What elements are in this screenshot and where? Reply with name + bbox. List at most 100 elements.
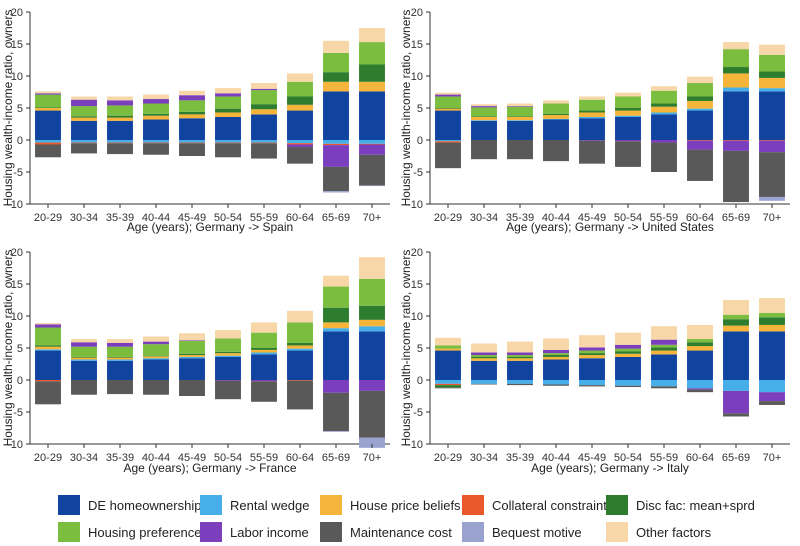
bar-segment-labor [687,388,713,390]
bar-segment-disc [651,103,677,107]
bar-segment-hpb [251,109,277,115]
legend-item-maint: Maintenance cost [320,522,452,542]
bar-segment-rental [71,359,97,361]
bar-segment-hpb [35,108,61,111]
bar-segment-housing [543,103,569,114]
bar-segment-housing [35,327,61,346]
bar-segment-labor [323,380,349,393]
x-axis-title: Age (years); Germany -> Italy [531,461,689,475]
bar-segment-other [723,42,749,50]
bar-segment-bequest [359,437,385,448]
bar-segment-hpb [359,319,385,327]
bar-segment-rental [179,140,205,143]
bar-segment-maint [651,142,677,172]
y-axis-title: Housing wealth-income ratio, owners [399,10,413,207]
bar-segment-rental [215,140,241,143]
x-tick-label: 35-39 [506,212,534,224]
x-tick-label: 20-29 [34,452,62,464]
bar-segment-maint [107,380,133,395]
bar-segment-labor [471,106,497,108]
bar-segment-other [287,310,313,323]
y-tick-label: 15 [411,279,423,291]
bar-segment-rental [759,88,785,92]
y-tick-label: 10 [411,311,423,323]
bar-segment-maint [215,380,241,400]
x-tick-label: 50-54 [214,452,242,464]
bar-segment-rental [35,140,61,143]
bar-segment-disc [687,342,713,347]
bar-segment-other [435,92,461,95]
bar-segment-de_home [251,354,277,380]
bar-segment-labor [143,341,169,345]
legend-swatch [320,522,342,542]
bar-segment-de_home [651,354,677,380]
bar-segment-maint [615,385,641,388]
bar-segment-collat [35,380,61,382]
y-axis-title: Housing wealth-income ratio, owners [1,250,15,447]
bar-segment-other [543,100,569,104]
x-tick-label: 60-64 [286,452,314,464]
bar-segment-hpb [71,117,97,121]
bar-segment-housing [615,96,641,108]
y-tick-label: -5 [413,167,423,179]
bar-segment-housing [143,344,169,356]
bar-segment-other [615,92,641,97]
legend-label: DE homeownership [88,498,201,513]
bar-segment-other [543,338,569,350]
bar-segment-disc [71,116,97,118]
bar-segment-disc [471,116,497,117]
bar-segment-disc [35,345,61,347]
bar-segment-disc [615,108,641,111]
bar-segment-labor [143,99,169,104]
bar-segment-collat [435,383,461,386]
bar-segment-rental [179,356,205,359]
x-tick-label: 50-54 [614,452,642,464]
legend-item-labor: Labor income [200,522,309,542]
y-tick-label: 20 [411,247,423,259]
bar-segment-hpb [471,116,497,121]
bar-segment-hpb [323,81,349,92]
bar-segment-de_home [323,91,349,140]
bar-segment-maint [143,143,169,155]
bar-segment-rental [435,380,461,384]
bar-segment-other [323,40,349,53]
bar-segment-labor [435,94,461,97]
bar-segment-de_home [179,118,205,140]
x-tick-label: 65-69 [722,212,750,224]
bar-segment-rental [471,120,497,121]
bar-segment-labor [651,339,677,345]
bar-segment-housing [323,52,349,73]
y-tick-label: 0 [417,135,423,147]
x-tick-label: 65-69 [322,452,350,464]
bar-segment-housing [107,346,133,357]
x-tick-label: 70+ [363,452,382,464]
y-tick-label: -10 [7,199,23,211]
bar-segment-hpb [179,355,205,357]
x-tick-label: 30-34 [470,212,498,224]
bar-segment-bequest [323,431,349,432]
chart-panel-1: -10 -5 0 5 10 15 20 20-29 30-34 35-39 40-44 45-49 50… [1,7,390,234]
bar-segment-other [471,104,497,107]
bar-segment-collat [687,140,713,141]
x-tick-label: 70+ [763,212,782,224]
bar-segment-disc [435,385,461,388]
bar-segment-other [215,330,241,339]
bar-segment-maint [759,401,785,405]
bar-segment-housing [215,338,241,352]
bar-segment-rental [287,348,313,351]
bar-segment-disc [543,355,569,357]
chart-panel-3: -10 -5 0 5 10 15 20 20-29 30-34 35-39 40-44 45-49 50… [1,247,390,475]
bar-segment-housing [71,106,97,117]
bar-segment-collat [759,140,785,141]
x-tick-label: 45-49 [578,452,606,464]
chart-panel-2: -10 -5 0 5 10 15 20 20-29 30-34 35-39 40-44 45-49 50… [399,7,790,234]
chart-panel-4: -10 -5 0 5 10 15 20 20-29 30-34 35-39 40-44 45-49 50… [399,247,790,475]
y-tick-label: 0 [417,375,423,387]
bar-segment-maint [107,143,133,155]
bar-segment-collat [143,142,169,144]
bar-segment-maint [543,140,569,162]
y-axis-title: Housing wealth-income ratio, owners [399,250,413,447]
bar-segment-de_home [435,350,461,380]
y-tick-label: -10 [407,439,423,451]
